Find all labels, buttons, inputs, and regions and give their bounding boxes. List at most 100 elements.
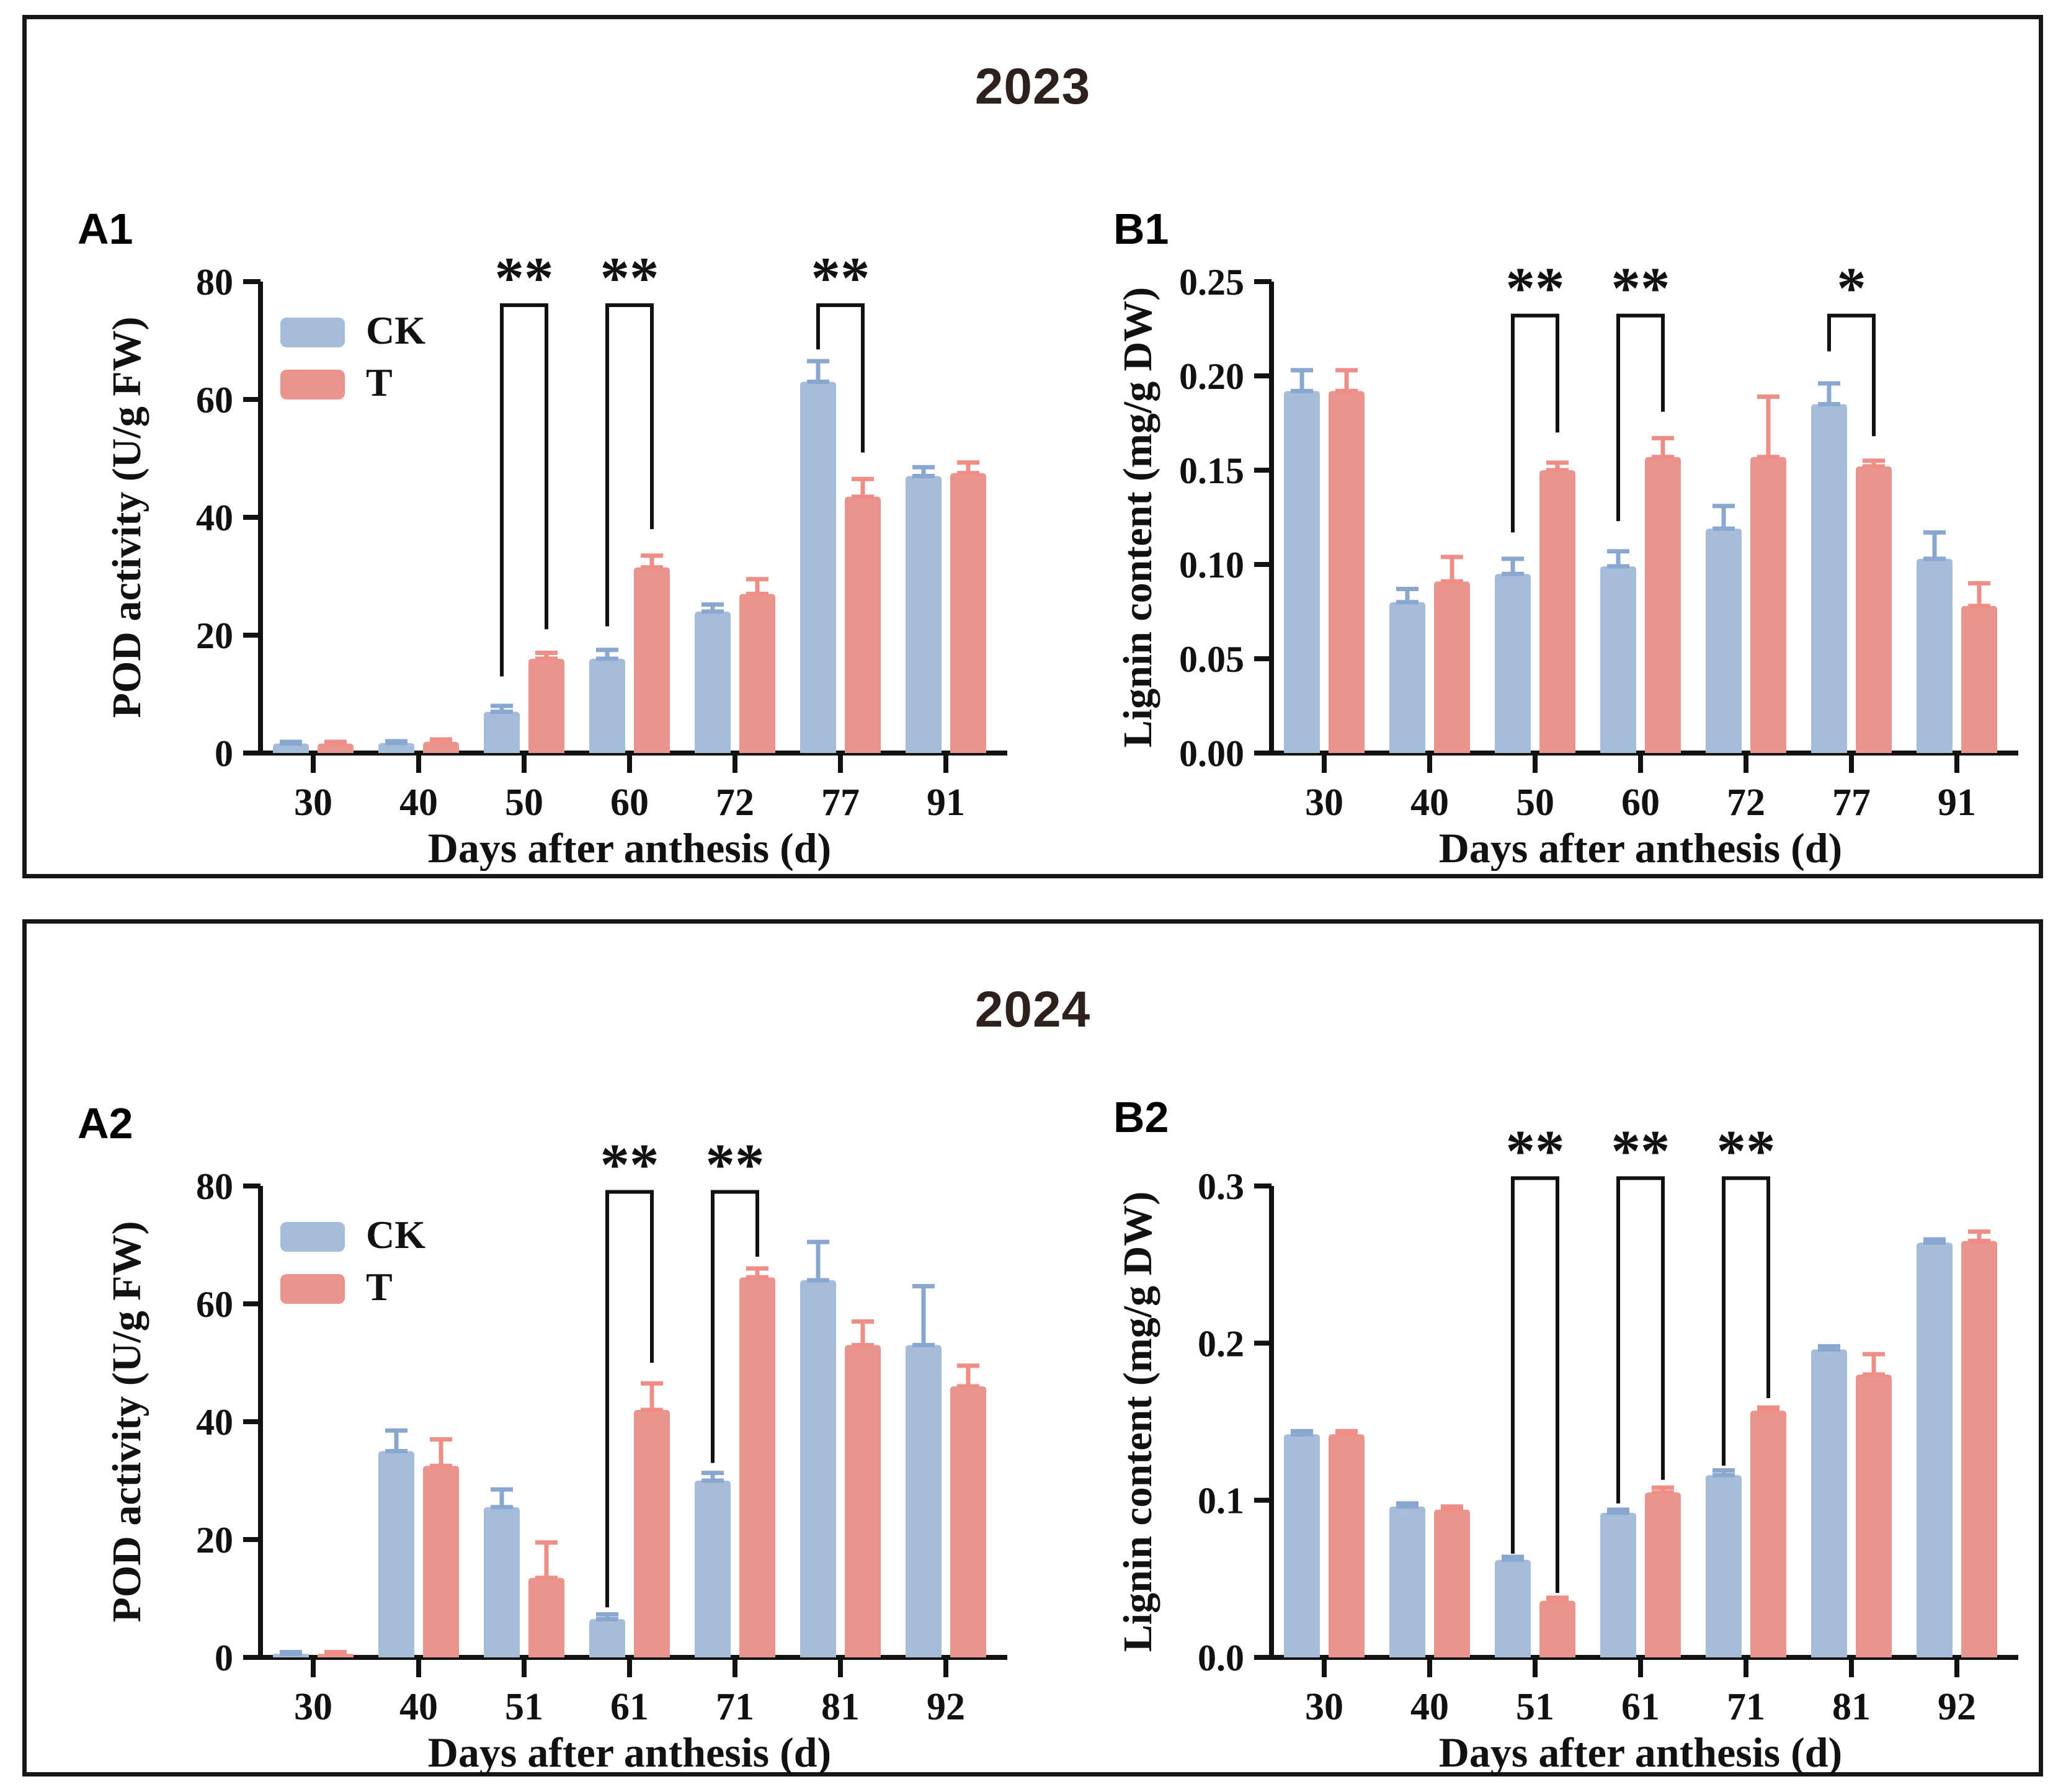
significance-stars: * [1837,256,1866,321]
legend: CK T [280,1213,425,1309]
svg-text:0.00: 0.00 [1179,733,1244,774]
chart-pod-activity-2024: 0 20 40 60 80 30 40 51 61 71 81 92 Days after anthes… [104,1118,1023,1776]
y-axis-title: POD activity (U/g FW) [105,1221,149,1622]
svg-text:60: 60 [196,380,233,421]
panel-label-a1: A1 [78,205,133,253]
significance-stars: ** [811,245,870,311]
axes [243,1184,1007,1677]
svg-text:0.1: 0.1 [1198,1481,1244,1522]
svg-text:0: 0 [215,733,233,774]
svg-text:T: T [366,1265,393,1309]
svg-text:81: 81 [1832,1686,1871,1728]
svg-text:0.2: 0.2 [1198,1323,1244,1364]
significance-bracket [605,303,654,626]
legend: CK T [280,308,425,404]
x-tick-labels: 30 40 51 61 71 81 92 [294,1686,965,1728]
significance-stars: ** [600,245,659,311]
svg-text:91: 91 [927,782,965,824]
panel-2023-frame: 2023 A1 B1 [22,15,2043,878]
svg-text:72: 72 [716,782,754,824]
significance-bracket [1616,1176,1665,1504]
x-axis-title: Days after anthesis (d) [1439,824,1842,871]
y-tick-labels: 0.0 0.1 0.2 0.3 [1198,1166,1244,1678]
bar-series-ck [1284,1237,1953,1657]
svg-text:80: 80 [196,1166,233,1207]
significance-stars: ** [600,1132,659,1198]
svg-text:80: 80 [196,262,233,303]
svg-text:51: 51 [505,1686,543,1728]
significance-stars: ** [706,1132,765,1198]
svg-text:60: 60 [196,1284,233,1325]
bar-series-t [1329,1229,1997,1657]
svg-text:61: 61 [1621,1686,1660,1728]
svg-text:40: 40 [399,1686,438,1728]
significance-bracket [605,1190,654,1608]
bar-series-ck [273,359,942,753]
significance-stars: ** [1506,1118,1565,1184]
svg-text:0.20: 0.20 [1179,356,1244,397]
svg-text:40: 40 [399,782,438,824]
svg-text:40: 40 [196,1402,233,1443]
significance-bracket [711,1190,759,1463]
significance-bracket [816,303,865,453]
bar-series-t [1329,368,1997,753]
svg-text:92: 92 [927,1686,965,1728]
significance-stars: ** [1611,256,1670,321]
chart-lignin-content-2023: 0.00 0.05 0.10 0.15 0.20 0.25 30 40 50 60 72 77 91 Da… [1115,213,2034,871]
svg-text:77: 77 [1832,782,1871,824]
bar-series-t [318,1266,986,1657]
svg-text:0.10: 0.10 [1179,545,1244,586]
significance-stars: ** [1506,256,1565,321]
year-title-2023: 2023 [974,58,1091,115]
significance-bracket [1616,313,1665,522]
svg-text:20: 20 [196,1520,233,1561]
svg-text:51: 51 [1516,1686,1554,1728]
svg-text:30: 30 [1305,782,1343,824]
y-tick-labels: 0.00 0.05 0.10 0.15 0.20 0.25 [1179,262,1244,774]
svg-text:30: 30 [294,782,332,824]
y-axis-title: Lignin content (mg/g DW) [1116,287,1160,748]
svg-text:40: 40 [1410,782,1449,824]
svg-text:30: 30 [1305,1686,1343,1728]
svg-text:0.0: 0.0 [1198,1638,1244,1678]
significance-bracket [1511,1176,1559,1594]
significance-bracket [1511,313,1559,533]
significance-bracket [1722,1176,1770,1466]
bar-series-t [318,460,986,753]
svg-text:61: 61 [610,1686,649,1728]
svg-text:0.05: 0.05 [1179,639,1244,680]
svg-text:81: 81 [821,1686,860,1728]
chart-lignin-content-2024: 0.0 0.1 0.2 0.3 30 40 51 61 71 81 92 Days after ant… [1115,1118,2034,1776]
svg-text:92: 92 [1938,1686,1976,1728]
svg-text:77: 77 [821,782,860,824]
significance-stars: ** [495,245,554,311]
y-tick-labels: 0 20 40 60 80 [196,262,233,774]
bar-series-ck [1284,368,1953,753]
x-axis-title: Days after anthesis (d) [1439,1729,1842,1775]
x-axis-title: Days after anthesis (d) [428,824,831,871]
bar-chart-B1: 0.00 0.05 0.10 0.15 0.20 0.25 30 40 50 60 72 77 91 Da… [1115,256,2018,871]
svg-text:0.3: 0.3 [1198,1166,1244,1207]
svg-text:71: 71 [1727,1686,1765,1728]
svg-text:40: 40 [1410,1686,1449,1728]
significance-bracket [500,303,548,677]
bar-chart-A2: 0 20 40 60 80 30 40 51 61 71 81 92 Days after anthes… [104,1132,1007,1776]
svg-text:20: 20 [196,615,233,656]
panel-label-b2: B2 [1113,1093,1169,1141]
svg-text:50: 50 [1516,782,1554,824]
x-tick-labels: 30 40 50 60 72 77 91 [1305,782,1976,824]
panel-label-b1: B1 [1113,205,1169,253]
svg-text:60: 60 [610,782,649,824]
y-tick-labels: 0 20 40 60 80 [196,1166,233,1678]
svg-text:40: 40 [196,497,233,538]
svg-text:CK: CK [366,1213,425,1257]
svg-text:CK: CK [366,308,425,352]
svg-text:60: 60 [1621,782,1660,824]
svg-text:72: 72 [1727,782,1765,824]
panel-label-a2: A2 [78,1099,133,1148]
svg-text:T: T [366,360,393,404]
bar-chart-A1: 0 20 40 60 80 30 40 50 60 72 77 91 Days after anthes… [104,245,1007,871]
svg-text:50: 50 [505,782,543,824]
svg-text:0.25: 0.25 [1179,262,1244,303]
significance-stars: ** [1717,1118,1776,1184]
